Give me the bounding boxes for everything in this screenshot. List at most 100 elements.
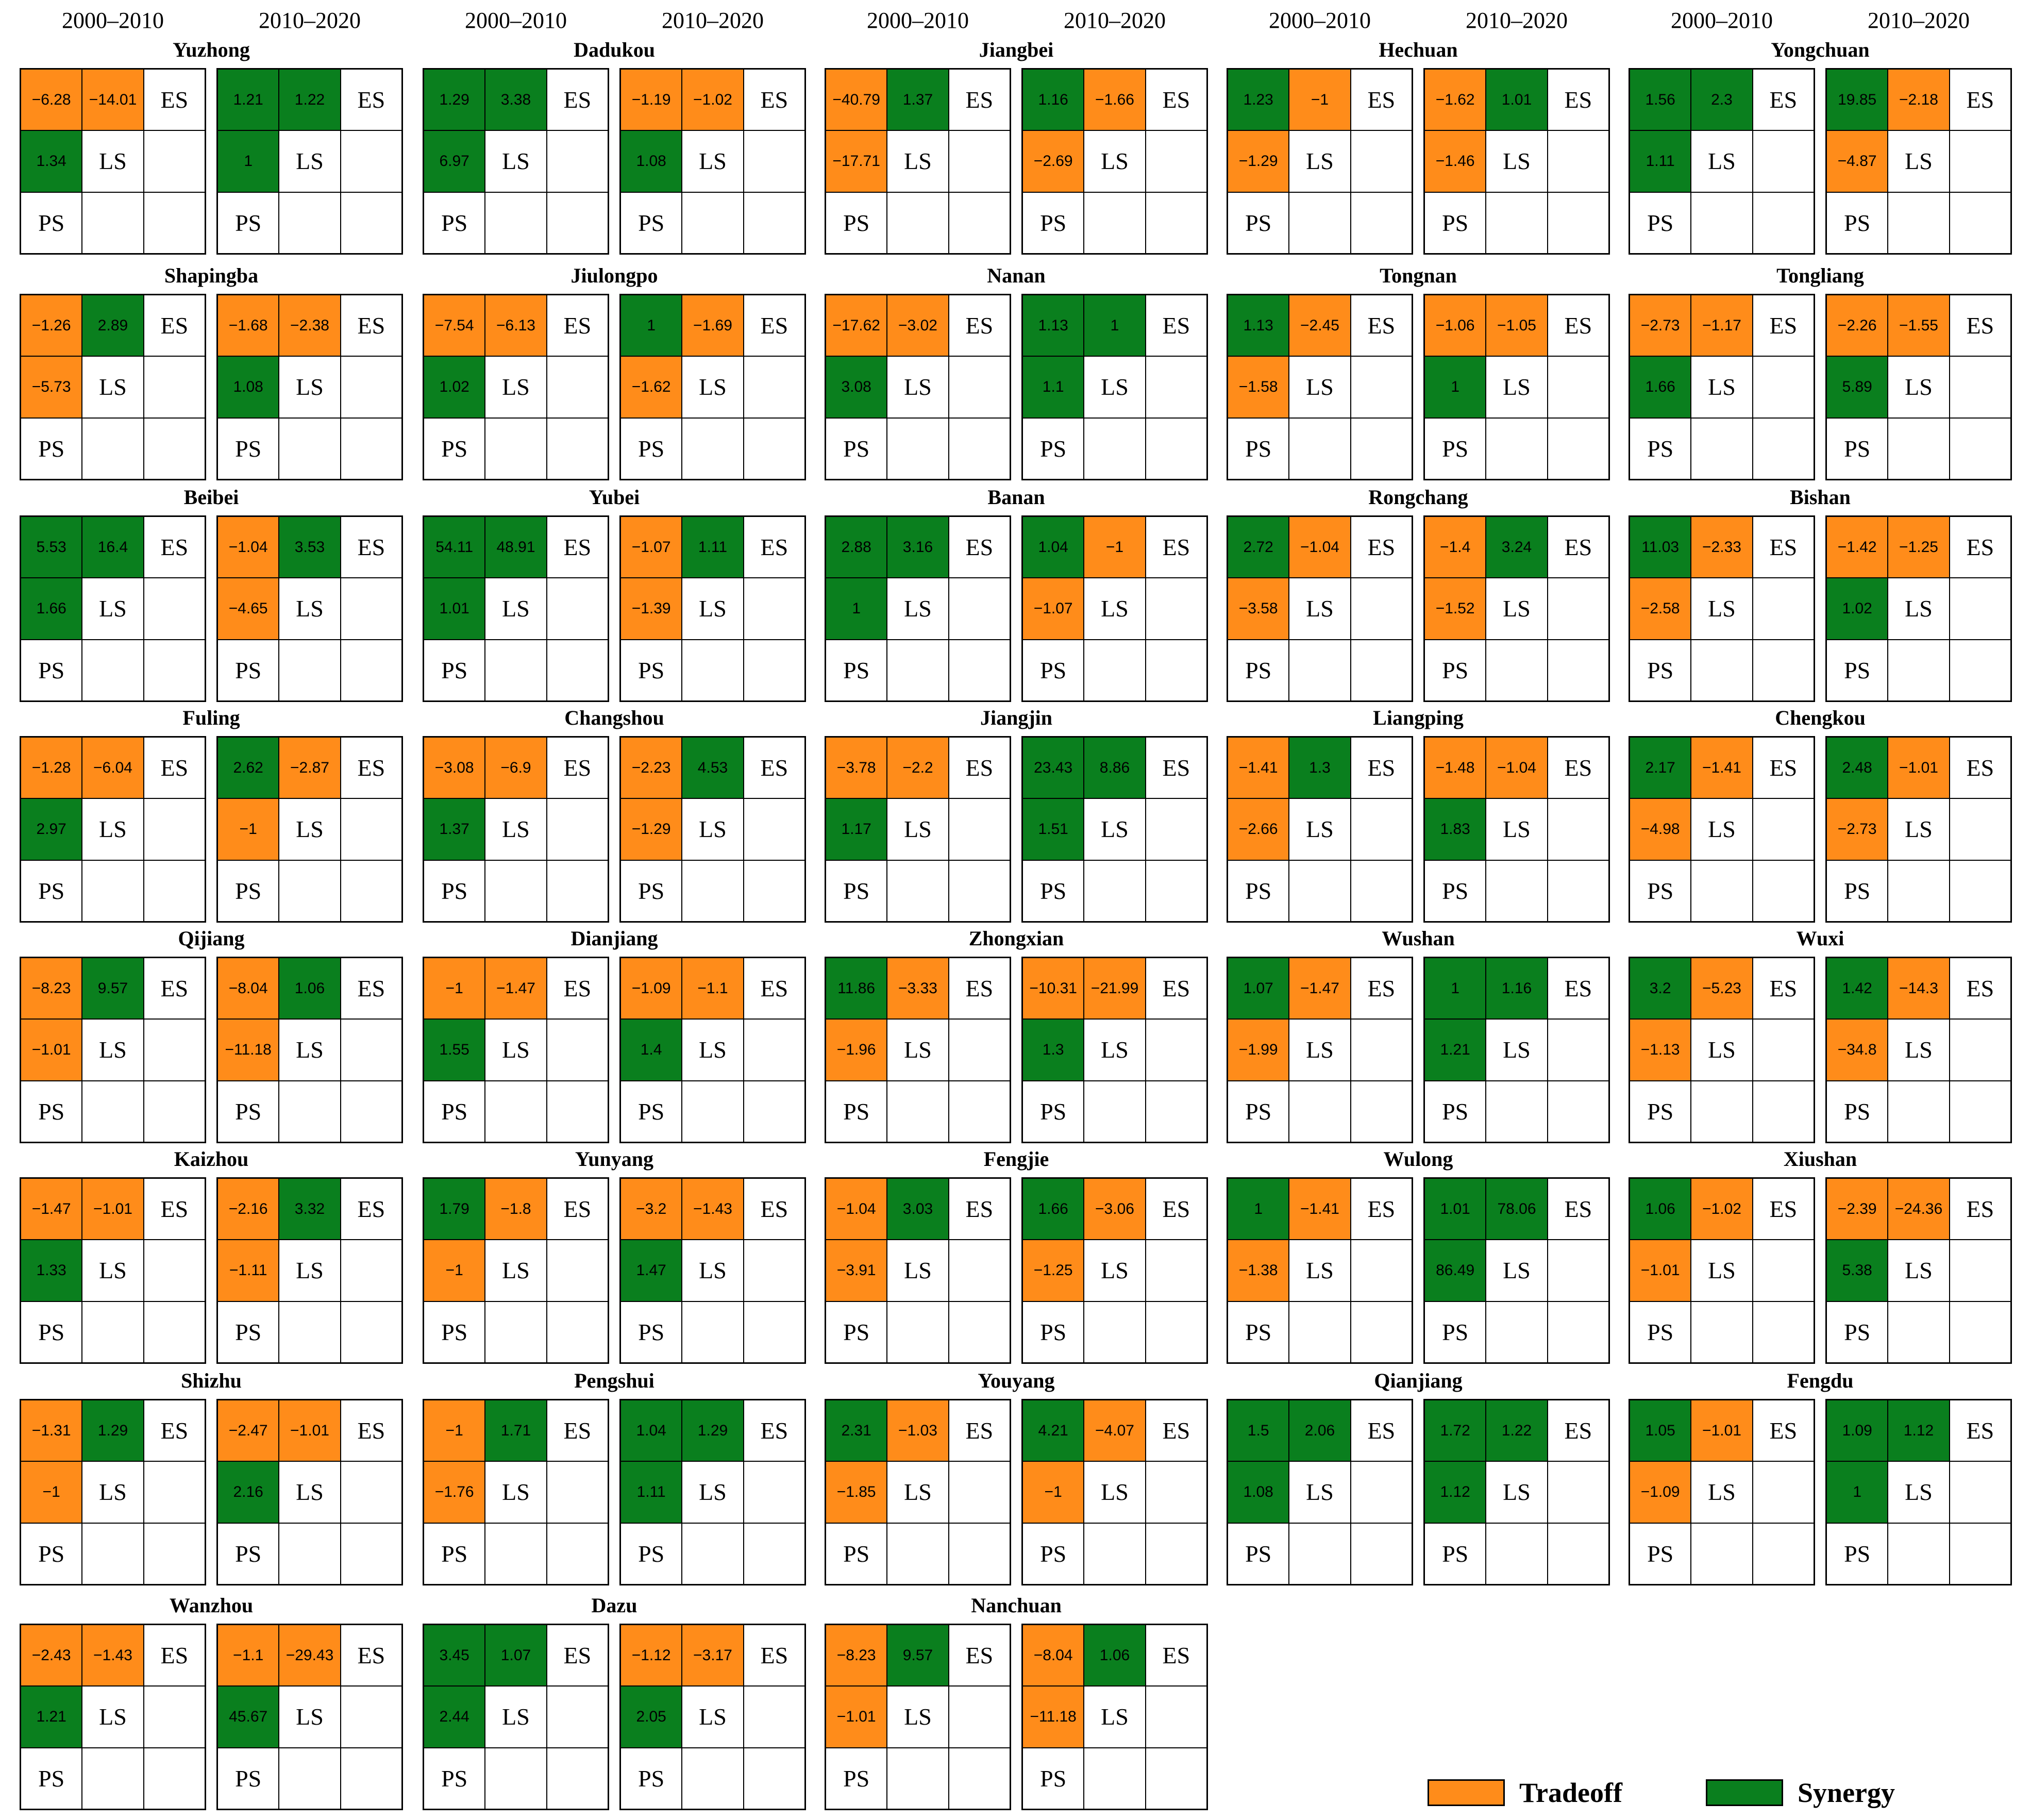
value-ps-es: 2.31 [826, 1400, 887, 1462]
value-ls-es: −1.01 [1888, 737, 1950, 799]
value-ls-es: −29.43 [279, 1625, 341, 1687]
label-ls: LS [887, 130, 949, 192]
empty-cell [1752, 639, 1814, 701]
label-ls: LS [485, 1240, 547, 1301]
empty-cell [340, 356, 402, 418]
empty-cell [1752, 356, 1814, 418]
period-header: 2010–2020 [1466, 8, 1568, 33]
district-name: Liangping [1373, 706, 1464, 729]
matrix-p2: 1.21 1.22 ES 1 LS PS [216, 68, 403, 255]
label-ls: LS [1691, 1461, 1753, 1523]
label-es: ES [743, 1625, 805, 1687]
value-ps-es: −8.23 [826, 1625, 887, 1687]
empty-cell [948, 356, 1010, 418]
empty-cell [948, 639, 1010, 701]
empty-cell [485, 192, 547, 254]
label-ps: PS [217, 639, 279, 701]
matrix-p2: 1 −1.69 ES −1.62 LS PS [619, 294, 806, 480]
label-ps: PS [217, 1301, 279, 1363]
empty-cell [340, 1686, 402, 1748]
empty-cell [1547, 639, 1609, 701]
matrix-p1: −3.08 −6.9 ES 1.37 LS PS [423, 736, 609, 923]
period-header: 2000–2010 [1269, 8, 1371, 33]
label-ps: PS [217, 418, 279, 479]
matrix-p2: 23.43 8.86 ES 1.51 LS PS [1021, 736, 1208, 923]
value-ps-ls: −11.18 [217, 1019, 279, 1081]
label-ps: PS [1022, 192, 1084, 254]
district-name: Shizhu [181, 1369, 242, 1392]
value-ps-ls: 1.08 [217, 356, 279, 418]
legend-label: Synergy [1798, 1777, 1895, 1808]
empty-cell [1145, 860, 1207, 922]
empty-cell [340, 1523, 402, 1584]
empty-cell [743, 1019, 805, 1081]
empty-cell [82, 860, 144, 922]
label-ps: PS [1228, 1301, 1289, 1363]
label-ls: LS [1486, 1019, 1548, 1081]
empty-cell [1145, 418, 1207, 479]
empty-cell [143, 798, 205, 860]
value-ps-ls: −1.46 [1424, 130, 1486, 192]
value-ps-ls: 86.49 [1424, 1240, 1486, 1301]
empty-cell [1289, 860, 1351, 922]
label-es: ES [1547, 69, 1609, 131]
matrix-p1: 11.86 −3.33 ES −1.96 LS PS [825, 957, 1011, 1143]
label-ls: LS [1084, 1019, 1146, 1081]
empty-cell [546, 1461, 608, 1523]
empty-cell [1145, 1461, 1207, 1523]
empty-cell [546, 1747, 608, 1809]
district-name: Bishan [1790, 486, 1851, 509]
label-ls: LS [485, 798, 547, 860]
district-name: Wuxi [1796, 927, 1844, 950]
value-ps-es: −8.23 [21, 958, 82, 1020]
label-ps: PS [826, 860, 887, 922]
empty-cell [1691, 860, 1753, 922]
label-ps: PS [1022, 1301, 1084, 1363]
label-es: ES [1752, 1400, 1814, 1462]
empty-cell [485, 1523, 547, 1584]
label-ps: PS [620, 192, 682, 254]
district-name: Yubei [589, 486, 640, 509]
empty-cell [1949, 1301, 2011, 1363]
label-es: ES [143, 516, 205, 578]
value-ls-es: −1.01 [279, 1400, 341, 1462]
label-ls: LS [887, 798, 949, 860]
label-ls: LS [279, 578, 341, 640]
empty-cell [485, 1301, 547, 1363]
value-ps-es: 1.01 [1424, 1178, 1486, 1240]
value-ls-es: 3.24 [1486, 516, 1548, 578]
empty-cell [948, 578, 1010, 640]
value-ps-es: 1.29 [424, 69, 485, 131]
value-ps-ls: 2.16 [217, 1461, 279, 1523]
value-ps-ls: 1 [826, 578, 887, 640]
period-header: 2000–2010 [867, 8, 969, 33]
empty-cell [82, 639, 144, 701]
value-ps-ls: 3.08 [826, 356, 887, 418]
label-ls: LS [1888, 130, 1950, 192]
empty-cell [948, 798, 1010, 860]
empty-cell [1888, 1523, 1950, 1584]
empty-cell [1145, 130, 1207, 192]
value-ls-es: −1 [1289, 69, 1351, 131]
label-ls: LS [279, 1019, 341, 1081]
matrix-p1: −6.28 −14.01 ES 1.34 LS PS [20, 68, 206, 255]
empty-cell [82, 1301, 144, 1363]
label-ls: LS [1691, 130, 1753, 192]
label-es: ES [1350, 1400, 1412, 1462]
value-ps-es: −1.04 [217, 516, 279, 578]
empty-cell [1289, 639, 1351, 701]
value-ps-es: −2.26 [1826, 295, 1888, 357]
label-es: ES [143, 1178, 205, 1240]
empty-cell [82, 1080, 144, 1142]
matrix-p1: 2.17 −1.41 ES −4.98 LS PS [1629, 736, 1815, 923]
label-ls: LS [1486, 798, 1548, 860]
label-es: ES [1949, 737, 2011, 799]
value-ps-ls: 1.33 [21, 1240, 82, 1301]
label-ls: LS [1289, 1461, 1351, 1523]
value-ps-ls: 1.21 [1424, 1019, 1486, 1081]
label-es: ES [1752, 516, 1814, 578]
empty-cell [340, 1240, 402, 1301]
label-ls: LS [1084, 578, 1146, 640]
matrix-p1: 1.06 −1.02 ES −1.01 LS PS [1629, 1177, 1815, 1364]
label-es: ES [743, 516, 805, 578]
